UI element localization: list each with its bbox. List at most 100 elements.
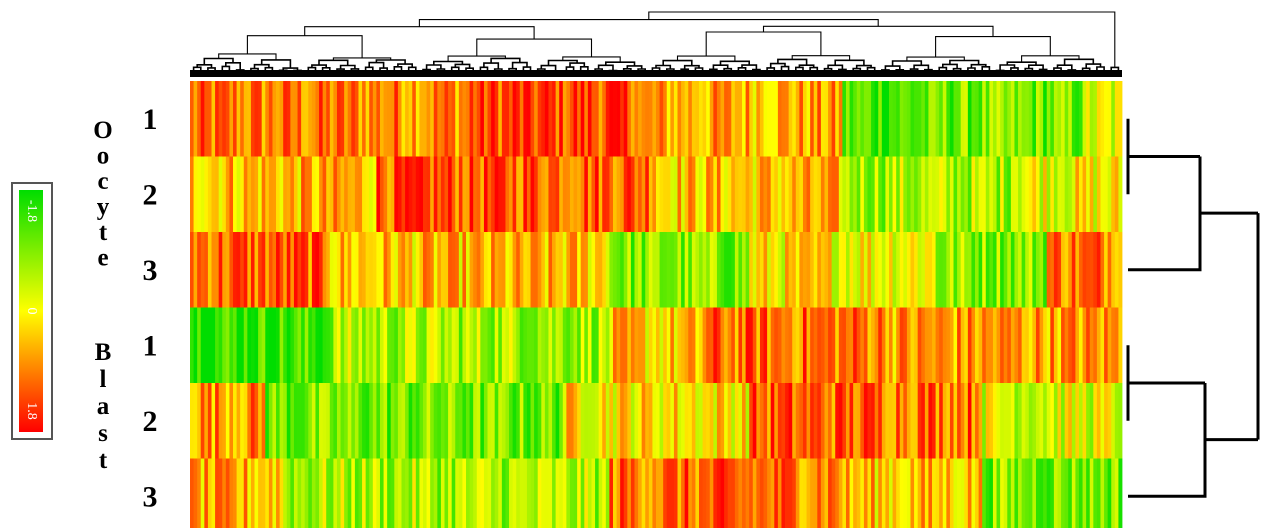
heatmap-cell (236, 383, 241, 459)
heatmap-cell (1111, 81, 1116, 157)
heatmap-cell (835, 383, 840, 459)
heatmap-cell (1107, 156, 1112, 232)
heatmap-cell (759, 81, 764, 157)
heatmap-cell (609, 307, 614, 383)
heatmap-cell (573, 81, 578, 157)
heatmap-cell (763, 383, 768, 459)
heatmap-cell (828, 383, 833, 459)
heatmap-cell (598, 383, 603, 459)
heatmap-cell (702, 232, 707, 308)
heatmap-cell (311, 383, 316, 459)
heatmap-cell (1064, 81, 1069, 157)
heatmap-cell (602, 458, 607, 528)
heatmap-cell (989, 156, 994, 232)
heatmap-cell (587, 307, 592, 383)
heatmap-cell (566, 156, 571, 232)
heatmap-cell (505, 81, 510, 157)
heatmap-cell (544, 81, 549, 157)
heatmap-cell (587, 383, 592, 459)
heatmap-cell (763, 232, 768, 308)
heatmap-cell (1043, 156, 1048, 232)
heatmap-cell (491, 307, 496, 383)
heatmap-cell (1050, 156, 1055, 232)
heatmap-cell (813, 383, 818, 459)
colorbar: -1.801.8 (11, 182, 53, 440)
heatmap-cell (695, 156, 700, 232)
heatmap-cell (577, 307, 582, 383)
heatmap-cell (824, 232, 829, 308)
heatmap-cell (652, 156, 657, 232)
heatmap-cell (412, 458, 417, 528)
heatmap-cell (483, 81, 488, 157)
heatmap-cell (605, 458, 610, 528)
heatmap-cell (301, 307, 306, 383)
heatmap-cell (1057, 307, 1062, 383)
heatmap-cell (469, 232, 474, 308)
heatmap-cell (706, 383, 711, 459)
heatmap-cell (1053, 458, 1058, 528)
heatmap-cell (351, 307, 356, 383)
heatmap-cell (992, 81, 997, 157)
heatmap-cell (691, 383, 696, 459)
heatmap-cell (946, 307, 951, 383)
heatmap-cell (204, 458, 209, 528)
heatmap-cell (247, 383, 252, 459)
heatmap-cell (853, 156, 858, 232)
heatmap-cell (932, 307, 936, 383)
heatmap-cell (1107, 307, 1112, 383)
heatmap-cell (706, 81, 711, 157)
heatmap-cell (670, 156, 675, 232)
heatmap-cell (627, 232, 632, 308)
heatmap-cell (344, 307, 349, 383)
heatmap-cell (957, 156, 962, 232)
heatmap-cell (240, 232, 245, 308)
heatmap-cell (681, 232, 686, 308)
heatmap-cell (534, 81, 539, 157)
heatmap-cell (580, 383, 585, 459)
heatmap-cell (878, 383, 883, 459)
heatmap-cell (1096, 307, 1101, 383)
heatmap-cell (982, 383, 987, 459)
heatmap-cell (548, 232, 553, 308)
heatmap-cell (347, 81, 352, 157)
heatmap-cell (731, 232, 736, 308)
heatmap-cell (311, 458, 316, 528)
heatmap-cell (311, 81, 316, 157)
heatmap-cell (616, 232, 621, 308)
heatmap-cell (917, 307, 922, 383)
heatmap-cell (1114, 458, 1119, 528)
heatmap-cell (756, 156, 761, 232)
heatmap-cell (555, 81, 560, 157)
heatmap-cell (433, 81, 438, 157)
heatmap-cell (483, 232, 488, 308)
heatmap-cell (430, 458, 435, 528)
heatmap-cell (899, 458, 904, 528)
heatmap-cell (935, 307, 940, 383)
heatmap-cell (415, 383, 420, 459)
heatmap-cell (276, 156, 281, 232)
heatmap-cell (397, 458, 402, 528)
heatmap-cell (609, 156, 614, 232)
heatmap-cell (849, 458, 854, 528)
heatmap-cell (455, 81, 460, 157)
heatmap-cell (311, 232, 316, 308)
heatmap-cell (867, 383, 872, 459)
heatmap-cell (423, 232, 427, 308)
heatmap-cell (329, 156, 334, 232)
heatmap-cell (290, 81, 295, 157)
heatmap-cell (598, 232, 603, 308)
heatmap-cell (752, 81, 757, 157)
heatmap-cell (541, 156, 546, 232)
heatmap-cell (1010, 307, 1015, 383)
heatmap-cell (946, 458, 951, 528)
heatmap-cell (842, 81, 847, 157)
heatmap-cell (433, 232, 438, 308)
group-letter: o (97, 143, 110, 170)
heatmap-cell (957, 383, 962, 459)
heatmap-cell (1025, 232, 1030, 308)
heatmap-cell (1068, 81, 1073, 157)
heatmap-cell (190, 232, 194, 308)
heatmap-cell (817, 156, 822, 232)
heatmap-cell (964, 383, 969, 459)
heatmap-cell (874, 383, 879, 459)
